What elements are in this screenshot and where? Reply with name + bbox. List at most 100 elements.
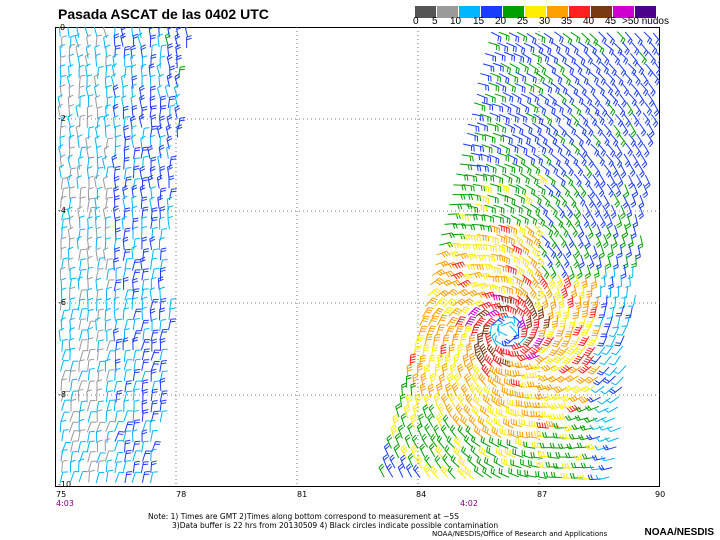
- wind-barb: [132, 269, 141, 281]
- wind-barb: [560, 336, 572, 347]
- wind-barb: [466, 362, 474, 377]
- wind-barb: [510, 342, 525, 350]
- wind-barb: [112, 103, 119, 118]
- wind-barb: [544, 356, 558, 365]
- wind-barb: [445, 403, 453, 418]
- wind-barb: [597, 335, 608, 347]
- wind-barb: [613, 124, 621, 138]
- wind-barb: [505, 406, 517, 417]
- wind-barb: [497, 42, 509, 53]
- wind-barb: [393, 444, 400, 459]
- scale-swatch: [547, 6, 569, 18]
- wind-barb: [625, 142, 633, 157]
- wind-barb: [167, 164, 173, 178]
- wind-barb: [70, 308, 79, 321]
- wind-barb: [68, 421, 79, 433]
- wind-barb: [87, 156, 95, 170]
- wind-barb: [459, 333, 468, 346]
- source-credit: NOAA/NESDIS/Office of Research and Appli…: [432, 530, 608, 538]
- wind-barb: [104, 237, 112, 250]
- wind-barb: [574, 454, 588, 461]
- wind-barb: [168, 318, 177, 331]
- wind-barb: [435, 290, 450, 298]
- wind-barb: [423, 463, 431, 478]
- wind-barb: [159, 307, 165, 321]
- wind-barb: [67, 113, 73, 128]
- wind-barb: [489, 265, 501, 274]
- wind-barb: [552, 72, 563, 84]
- wind-barb: [632, 183, 639, 198]
- wind-barb: [546, 451, 560, 459]
- wind-barb: [539, 93, 550, 106]
- wind-barb: [555, 62, 565, 74]
- wind-barb: [641, 72, 649, 87]
- wind-barb: [501, 340, 515, 347]
- wind-barb: [507, 142, 519, 154]
- wind-barb: [616, 31, 626, 45]
- wind-barb: [445, 325, 455, 337]
- wind-barb: [501, 321, 516, 327]
- wind-barb: [475, 173, 488, 182]
- scale-label: 5: [432, 16, 438, 27]
- wind-barb: [653, 102, 660, 117]
- wind-barb: [624, 72, 633, 86]
- wind-barb: [635, 61, 644, 76]
- wind-barb: [568, 153, 579, 166]
- wind-barb: [583, 245, 590, 260]
- wind-barb: [618, 133, 626, 148]
- wind-barb: [479, 224, 493, 233]
- wind-barb: [417, 325, 428, 337]
- wind-barb: [495, 163, 507, 174]
- wind-barb: [131, 75, 138, 89]
- wind-barb: [549, 364, 564, 372]
- wind-barb: [601, 132, 610, 147]
- wind-barb: [464, 373, 471, 388]
- wind-barb: [412, 464, 421, 478]
- wind-barb: [497, 438, 509, 449]
- wind-barb: [157, 154, 163, 168]
- wind-barb: [132, 33, 139, 47]
- wind-barb: [602, 375, 616, 384]
- wind-barb: [598, 464, 613, 471]
- wind-barb: [592, 245, 598, 260]
- wind-barb: [562, 32, 573, 46]
- wind-barb: [138, 27, 142, 39]
- wind-barb: [585, 123, 594, 137]
- wind-barb: [467, 244, 481, 251]
- wind-barb: [475, 384, 485, 398]
- wind-barb: [578, 224, 585, 239]
- wind-barb: [167, 205, 174, 219]
- wind-barb: [496, 325, 508, 337]
- wind-barb: [612, 83, 621, 97]
- wind-barb: [122, 307, 130, 320]
- wind-barb: [509, 63, 520, 75]
- wind-barb: [592, 93, 601, 108]
- scale-swatch: [613, 6, 635, 18]
- wind-barb: [486, 343, 496, 358]
- wind-barb: [591, 454, 606, 461]
- wind-barb: [521, 163, 532, 175]
- wind-barb: [131, 195, 137, 209]
- wind-barb: [528, 63, 539, 76]
- wind-barb: [419, 382, 427, 397]
- wind-barb: [61, 187, 69, 200]
- wind-barb: [77, 429, 86, 442]
- wind-barb: [95, 236, 102, 250]
- wind-barb: [69, 360, 79, 373]
- wind-barb: [511, 162, 523, 174]
- wind-barb: [484, 53, 497, 62]
- wind-barb: [616, 244, 623, 259]
- wind-barb: [548, 346, 561, 357]
- wind-barb: [599, 355, 612, 366]
- wind-barb: [513, 336, 527, 346]
- wind-barb: [131, 245, 137, 260]
- wind-barb: [470, 152, 483, 161]
- wind-barb: [605, 336, 617, 347]
- wind-barb: [407, 453, 414, 468]
- wind-barb: [568, 265, 575, 280]
- wind-barb: [530, 410, 543, 418]
- wind-barb: [586, 82, 596, 96]
- wind-barb: [496, 233, 508, 244]
- wind-barb: [456, 173, 469, 181]
- wind-barb: [124, 421, 134, 433]
